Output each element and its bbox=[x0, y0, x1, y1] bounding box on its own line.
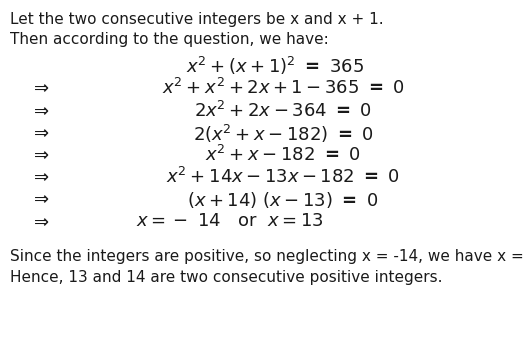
Text: $\Rightarrow$: $\Rightarrow$ bbox=[30, 190, 50, 208]
Text: $2x^2 + 2x - 364\ \mathbf{=}\ 0$: $2x^2 + 2x - 364\ \mathbf{=}\ 0$ bbox=[194, 101, 372, 121]
Text: $\Rightarrow$: $\Rightarrow$ bbox=[30, 78, 50, 96]
Text: $x = -\ 14 \quad \mathrm{or}\ \ x = 13$: $x = -\ 14 \quad \mathrm{or}\ \ x = 13$ bbox=[136, 212, 324, 230]
Text: $\Rightarrow$: $\Rightarrow$ bbox=[30, 123, 50, 141]
Text: $\Rightarrow$: $\Rightarrow$ bbox=[30, 212, 50, 230]
Text: $x^2 + (x + 1)^2\ \mathbf{=}\ 365$: $x^2 + (x + 1)^2\ \mathbf{=}\ 365$ bbox=[186, 55, 364, 77]
Text: $x^2 + x^2 + 2x + 1 - 365\ \mathbf{=}\ 0$: $x^2 + x^2 + 2x + 1 - 365\ \mathbf{=}\ 0… bbox=[162, 78, 404, 98]
Text: $\Rightarrow$: $\Rightarrow$ bbox=[30, 145, 50, 163]
Text: Let the two consecutive integers be x and x + 1.: Let the two consecutive integers be x an… bbox=[10, 12, 383, 27]
Text: $\Rightarrow$: $\Rightarrow$ bbox=[30, 101, 50, 119]
Text: $(x + 14)\ (x - 13)\ \mathbf{=}\ 0$: $(x + 14)\ (x - 13)\ \mathbf{=}\ 0$ bbox=[187, 190, 379, 210]
Text: Then according to the question, we have:: Then according to the question, we have: bbox=[10, 32, 329, 47]
Text: $\Rightarrow$: $\Rightarrow$ bbox=[30, 167, 50, 185]
Text: $2(x^2 + x - 182)\ \mathbf{=}\ 0$: $2(x^2 + x - 182)\ \mathbf{=}\ 0$ bbox=[193, 123, 373, 145]
Text: $x^2 + x - 182\ \mathbf{=}\ 0$: $x^2 + x - 182\ \mathbf{=}\ 0$ bbox=[205, 145, 361, 165]
Text: $x^2 + 14x - 13x - 182\ \mathbf{=}\ 0$: $x^2 + 14x - 13x - 182\ \mathbf{=}\ 0$ bbox=[166, 167, 400, 187]
Text: Since the integers are positive, so neglecting x = -14, we have x = 13.: Since the integers are positive, so negl… bbox=[10, 249, 529, 264]
Text: Hence, 13 and 14 are two consecutive positive integers.: Hence, 13 and 14 are two consecutive pos… bbox=[10, 270, 442, 285]
